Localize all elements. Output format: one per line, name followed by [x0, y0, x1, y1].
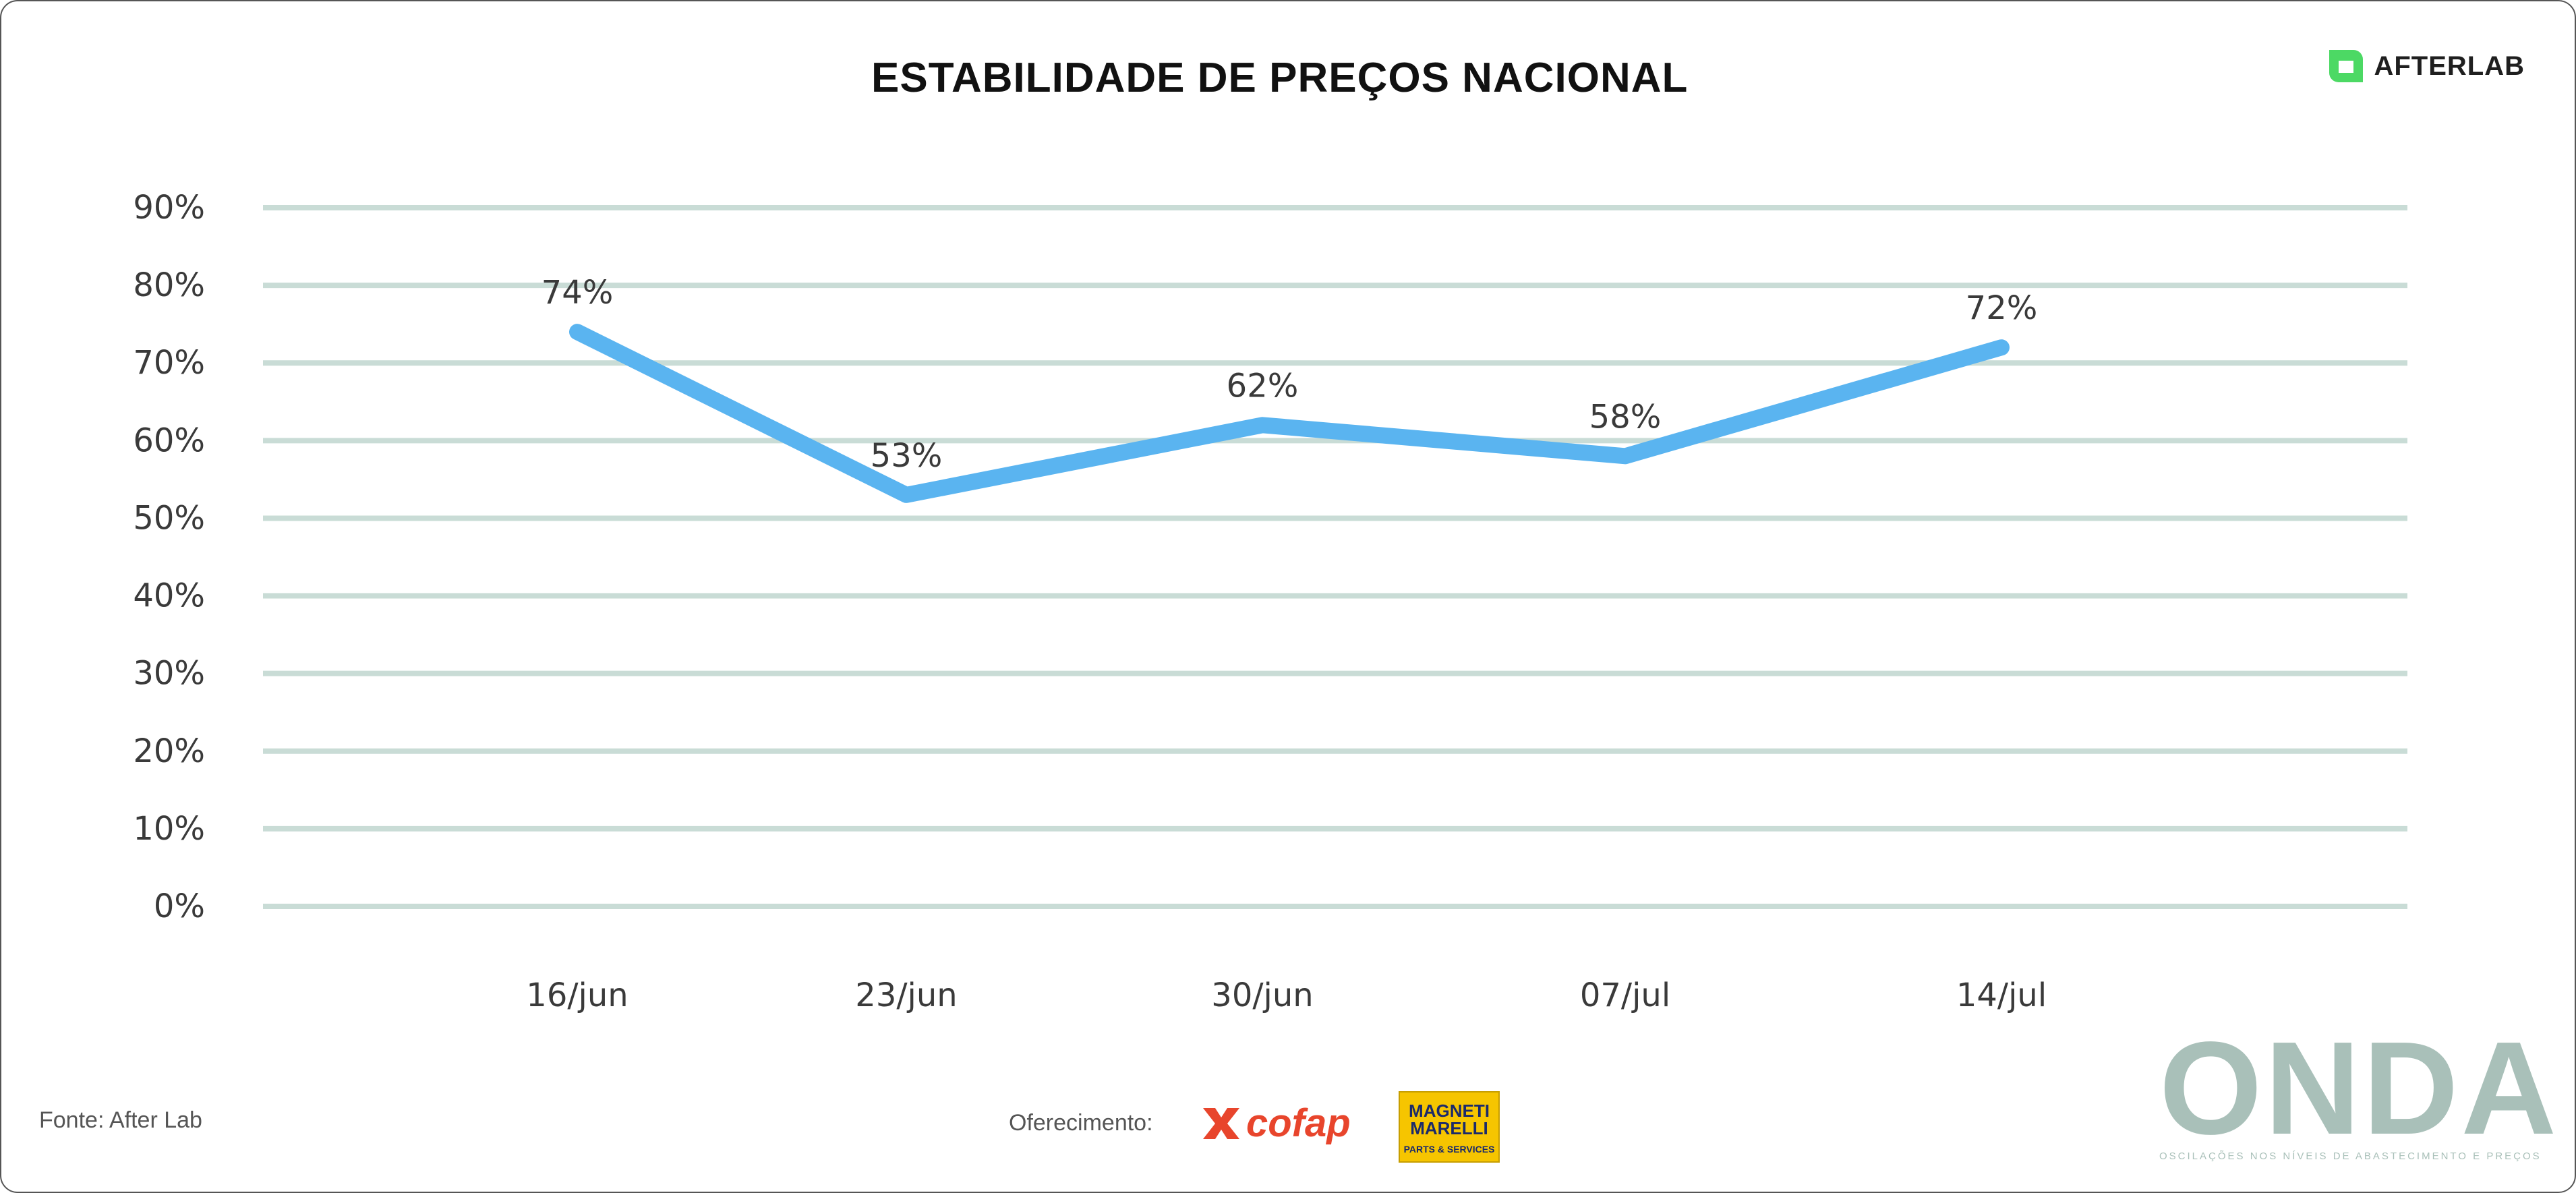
y-tick-label: 70%: [133, 344, 205, 382]
data-label: 58%: [1589, 398, 1662, 436]
x-tick-label: 16/jun: [526, 977, 628, 1014]
y-tick-label: 20%: [133, 732, 205, 770]
data-label: 74%: [541, 274, 614, 312]
x-tick-label: 30/jun: [1211, 977, 1313, 1014]
brand-logo: AFTERLAB: [2322, 47, 2525, 85]
x-axis-ticks: 16/jun 23/jun 30/jun 07/jul 14/jul: [526, 977, 2047, 1014]
source-note: Fonte: After Lab: [39, 1107, 202, 1133]
y-tick-label: 0%: [154, 888, 205, 925]
x-tick-label: 07/jul: [1580, 977, 1670, 1014]
grid-lines: [263, 205, 2407, 909]
afterlab-logo-icon: [2329, 50, 2364, 82]
y-tick-label: 40%: [133, 577, 205, 615]
onda-logo: ONDA OSCILAÇÕES NOS NÍVEIS DE ABASTECIME…: [2159, 1014, 2560, 1163]
series-line: [569, 324, 2010, 503]
marelli-subtitle: PARTS & SERVICES: [1403, 1144, 1495, 1155]
data-label: 62%: [1227, 367, 1299, 405]
y-tick-label: 30%: [133, 655, 205, 693]
data-label: 72%: [1966, 289, 2038, 327]
y-tick-label: 60%: [133, 421, 205, 459]
onda-wordmark: ONDA: [2159, 1014, 2560, 1162]
onda-tagline: OSCILAÇÕES NOS NÍVEIS DE ABASTECIMENTO E…: [2159, 1151, 2542, 1162]
x-tick-label: 23/jun: [855, 977, 957, 1014]
y-tick-label: 90%: [133, 189, 205, 227]
cofap-logo-icon: [1203, 1107, 1239, 1139]
data-label: 53%: [871, 437, 943, 475]
sponsor-label: Oferecimento:: [1009, 1110, 1153, 1136]
y-tick-label: 10%: [133, 810, 205, 848]
line-chart: 0% 10% 20% 30% 40% 50% 60% 70% 80% 90% 16/jun 23/j…: [133, 189, 2407, 1014]
cofap-logo: cofap: [1200, 1101, 1351, 1146]
y-tick-label: 80%: [133, 266, 205, 304]
data-labels: 74% 53% 62% 58% 72%: [541, 274, 2038, 475]
marelli-name: MAGNETI MARELLI: [1409, 1101, 1490, 1138]
magneti-marelli-logo: MAGNETI MARELLI PARTS & SERVICES: [1399, 1091, 1500, 1163]
y-tick-label: 50%: [133, 499, 205, 537]
chart-title: ESTABILIDADE DE PREÇOS NACIONAL: [871, 55, 1689, 101]
x-tick-label: 14/jul: [1956, 977, 2047, 1014]
brand-name: AFTERLAB: [2374, 51, 2525, 81]
cofap-name: cofap: [1246, 1101, 1351, 1145]
y-axis-ticks: 0% 10% 20% 30% 40% 50% 60% 70% 80% 90%: [133, 189, 205, 925]
